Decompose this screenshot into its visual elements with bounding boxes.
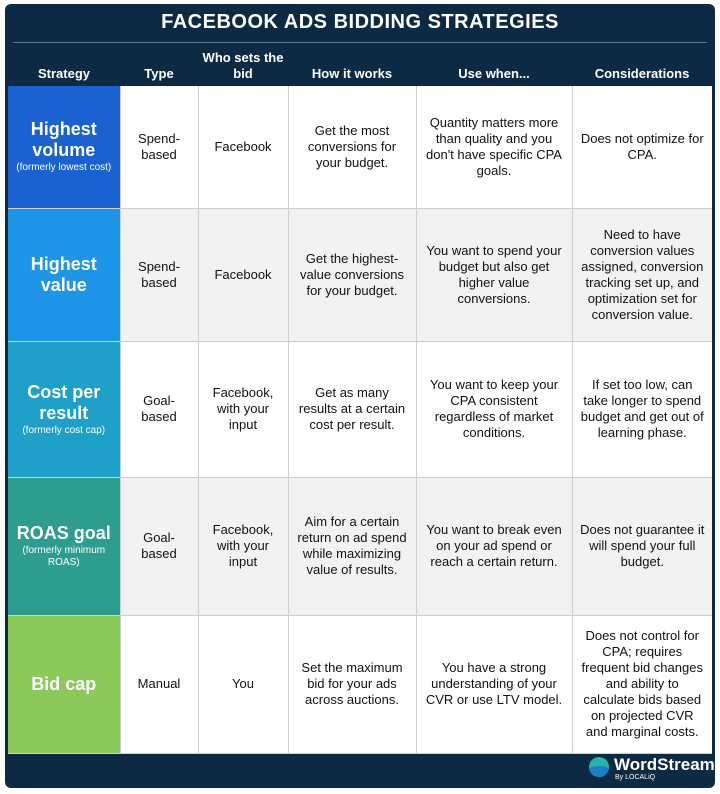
title-divider — [13, 42, 707, 43]
considerations-cell: Does not control for CPA; requires frequ… — [571, 615, 712, 754]
use-cell: You want to break even on your ad spend … — [415, 477, 572, 616]
who-cell: Facebook, with your input — [197, 477, 288, 616]
wordstream-logo-icon — [589, 757, 609, 777]
table-header-row: Strategy Type Who sets the bid How it wo… — [8, 44, 712, 86]
strategy-note: (formerly lowest cost) — [16, 162, 112, 174]
logo-text: WordStream — [614, 755, 715, 774]
strategy-name: Highest volume — [30, 119, 97, 161]
strategy-cell-highest-value: Highest value — [8, 208, 120, 342]
type-cell: Spend-based — [119, 86, 198, 209]
strategy-cell-bid-cap: Bid cap — [8, 615, 120, 754]
who-cell: Facebook — [197, 208, 288, 342]
table-row: Highest value Spend-based Facebook Get t… — [8, 208, 712, 342]
type-cell: Manual — [119, 615, 198, 754]
strategy-name: Cost per result — [27, 381, 101, 423]
strategy-cell-cost-per-result: Cost per result (formerly cost cap) — [8, 341, 120, 478]
considerations-cell: Does not guarantee it will spend your fu… — [571, 477, 712, 616]
header-who-sets-bid: Who sets the bid — [202, 50, 284, 81]
table-row: Cost per result (formerly cost cap) Goal… — [8, 341, 712, 478]
considerations-cell: Need to have conversion values assigned,… — [571, 208, 712, 342]
use-cell: Quantity matters more than quality and y… — [415, 86, 572, 209]
who-cell: Facebook — [197, 86, 288, 209]
considerations-cell: Does not optimize for CPA. — [571, 86, 712, 209]
wordstream-logo: WordStream By LOCALiQ — [589, 755, 715, 782]
use-cell: You have a strong understanding of your … — [415, 615, 572, 754]
header-strategy: Strategy — [37, 66, 91, 81]
footer: WordStream By LOCALiQ — [5, 748, 715, 788]
use-cell: You want to spend your budget but also g… — [415, 208, 572, 342]
use-cell: You want to keep your CPA consistent reg… — [415, 341, 572, 478]
table-row: ROAS goal (formerly minimum ROAS) Goal-b… — [8, 477, 712, 616]
strategy-note: (formerly minimum ROAS) — [22, 545, 106, 568]
considerations-cell: If set too low, can take longer to spend… — [571, 341, 712, 478]
table-row: Bid cap Manual You Set the maximum bid f… — [8, 615, 712, 754]
strategy-cell-highest-volume: Highest volume (formerly lowest cost) — [8, 86, 120, 209]
strategy-name: Highest value — [30, 253, 97, 295]
how-cell: Get the most conversions for your budget… — [287, 86, 416, 209]
who-cell: Facebook, with your input — [197, 341, 288, 478]
type-cell: Goal-based — [119, 477, 198, 616]
logo-byline: By LOCALiQ — [615, 774, 656, 781]
strategy-name: Bid cap — [31, 673, 97, 694]
bidding-strategies-table: Strategy Type Who sets the bid How it wo… — [8, 44, 712, 754]
header-use-when: Use when... — [458, 66, 530, 81]
how-cell: Aim for a certain return on ad spend whi… — [287, 477, 416, 616]
strategy-note: (formerly cost cap) — [22, 424, 106, 436]
header-type: Type — [144, 66, 174, 81]
table-row: Highest volume (formerly lowest cost) Sp… — [8, 86, 712, 209]
strategy-cell-roas-goal: ROAS goal (formerly minimum ROAS) — [8, 477, 120, 616]
how-cell: Set the maximum bid for your ads across … — [287, 615, 416, 754]
how-cell: Get the highest-value conversions for yo… — [287, 208, 416, 342]
strategy-name: ROAS goal — [16, 523, 111, 543]
how-cell: Get as many results at a certain cost pe… — [287, 341, 416, 478]
header-how-it-works: How it works — [311, 66, 393, 81]
who-cell: You — [197, 615, 288, 754]
infographic-frame: FACEBOOK ADS BIDDING STRATEGIES Strategy… — [5, 4, 715, 788]
type-cell: Goal-based — [119, 341, 198, 478]
infographic-title: FACEBOOK ADS BIDDING STRATEGIES — [161, 11, 559, 33]
type-cell: Spend-based — [119, 208, 198, 342]
header-considerations: Considerations — [594, 66, 690, 81]
